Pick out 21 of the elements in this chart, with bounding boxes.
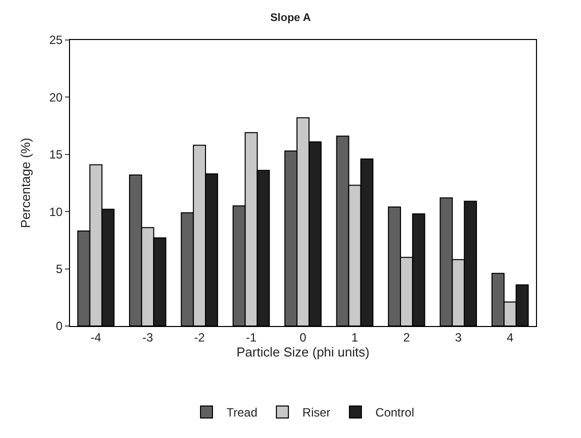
y-tick-label: 0 <box>56 319 63 334</box>
y-tick-label: 5 <box>56 262 63 276</box>
x-tick-label: -2 <box>194 330 206 344</box>
x-tick-label: 3 <box>454 330 462 344</box>
legend-label: Control <box>375 406 414 420</box>
x-tick-label: 1 <box>351 330 358 344</box>
y-tick-label: 15 <box>49 148 63 162</box>
x-tick-label: 0 <box>300 330 307 344</box>
chart-title: Slope A <box>270 12 311 24</box>
x-axis-title: Particle Size (phi units) <box>236 344 370 360</box>
x-tick-label: -3 <box>142 330 154 344</box>
x-tick-label: -4 <box>90 330 102 344</box>
x-tick-label: -1 <box>246 330 257 344</box>
x-tick-label: 4 <box>506 330 514 344</box>
legend-label: Tread <box>226 406 258 420</box>
y-tick-label: 25 <box>49 33 63 48</box>
legend-label: Riser <box>302 406 330 420</box>
y-axis-title: Percentage (%) <box>18 138 34 228</box>
y-tick-label: 20 <box>49 90 63 104</box>
y-tick-label: 10 <box>49 204 63 219</box>
x-tick-label: 2 <box>403 330 410 344</box>
